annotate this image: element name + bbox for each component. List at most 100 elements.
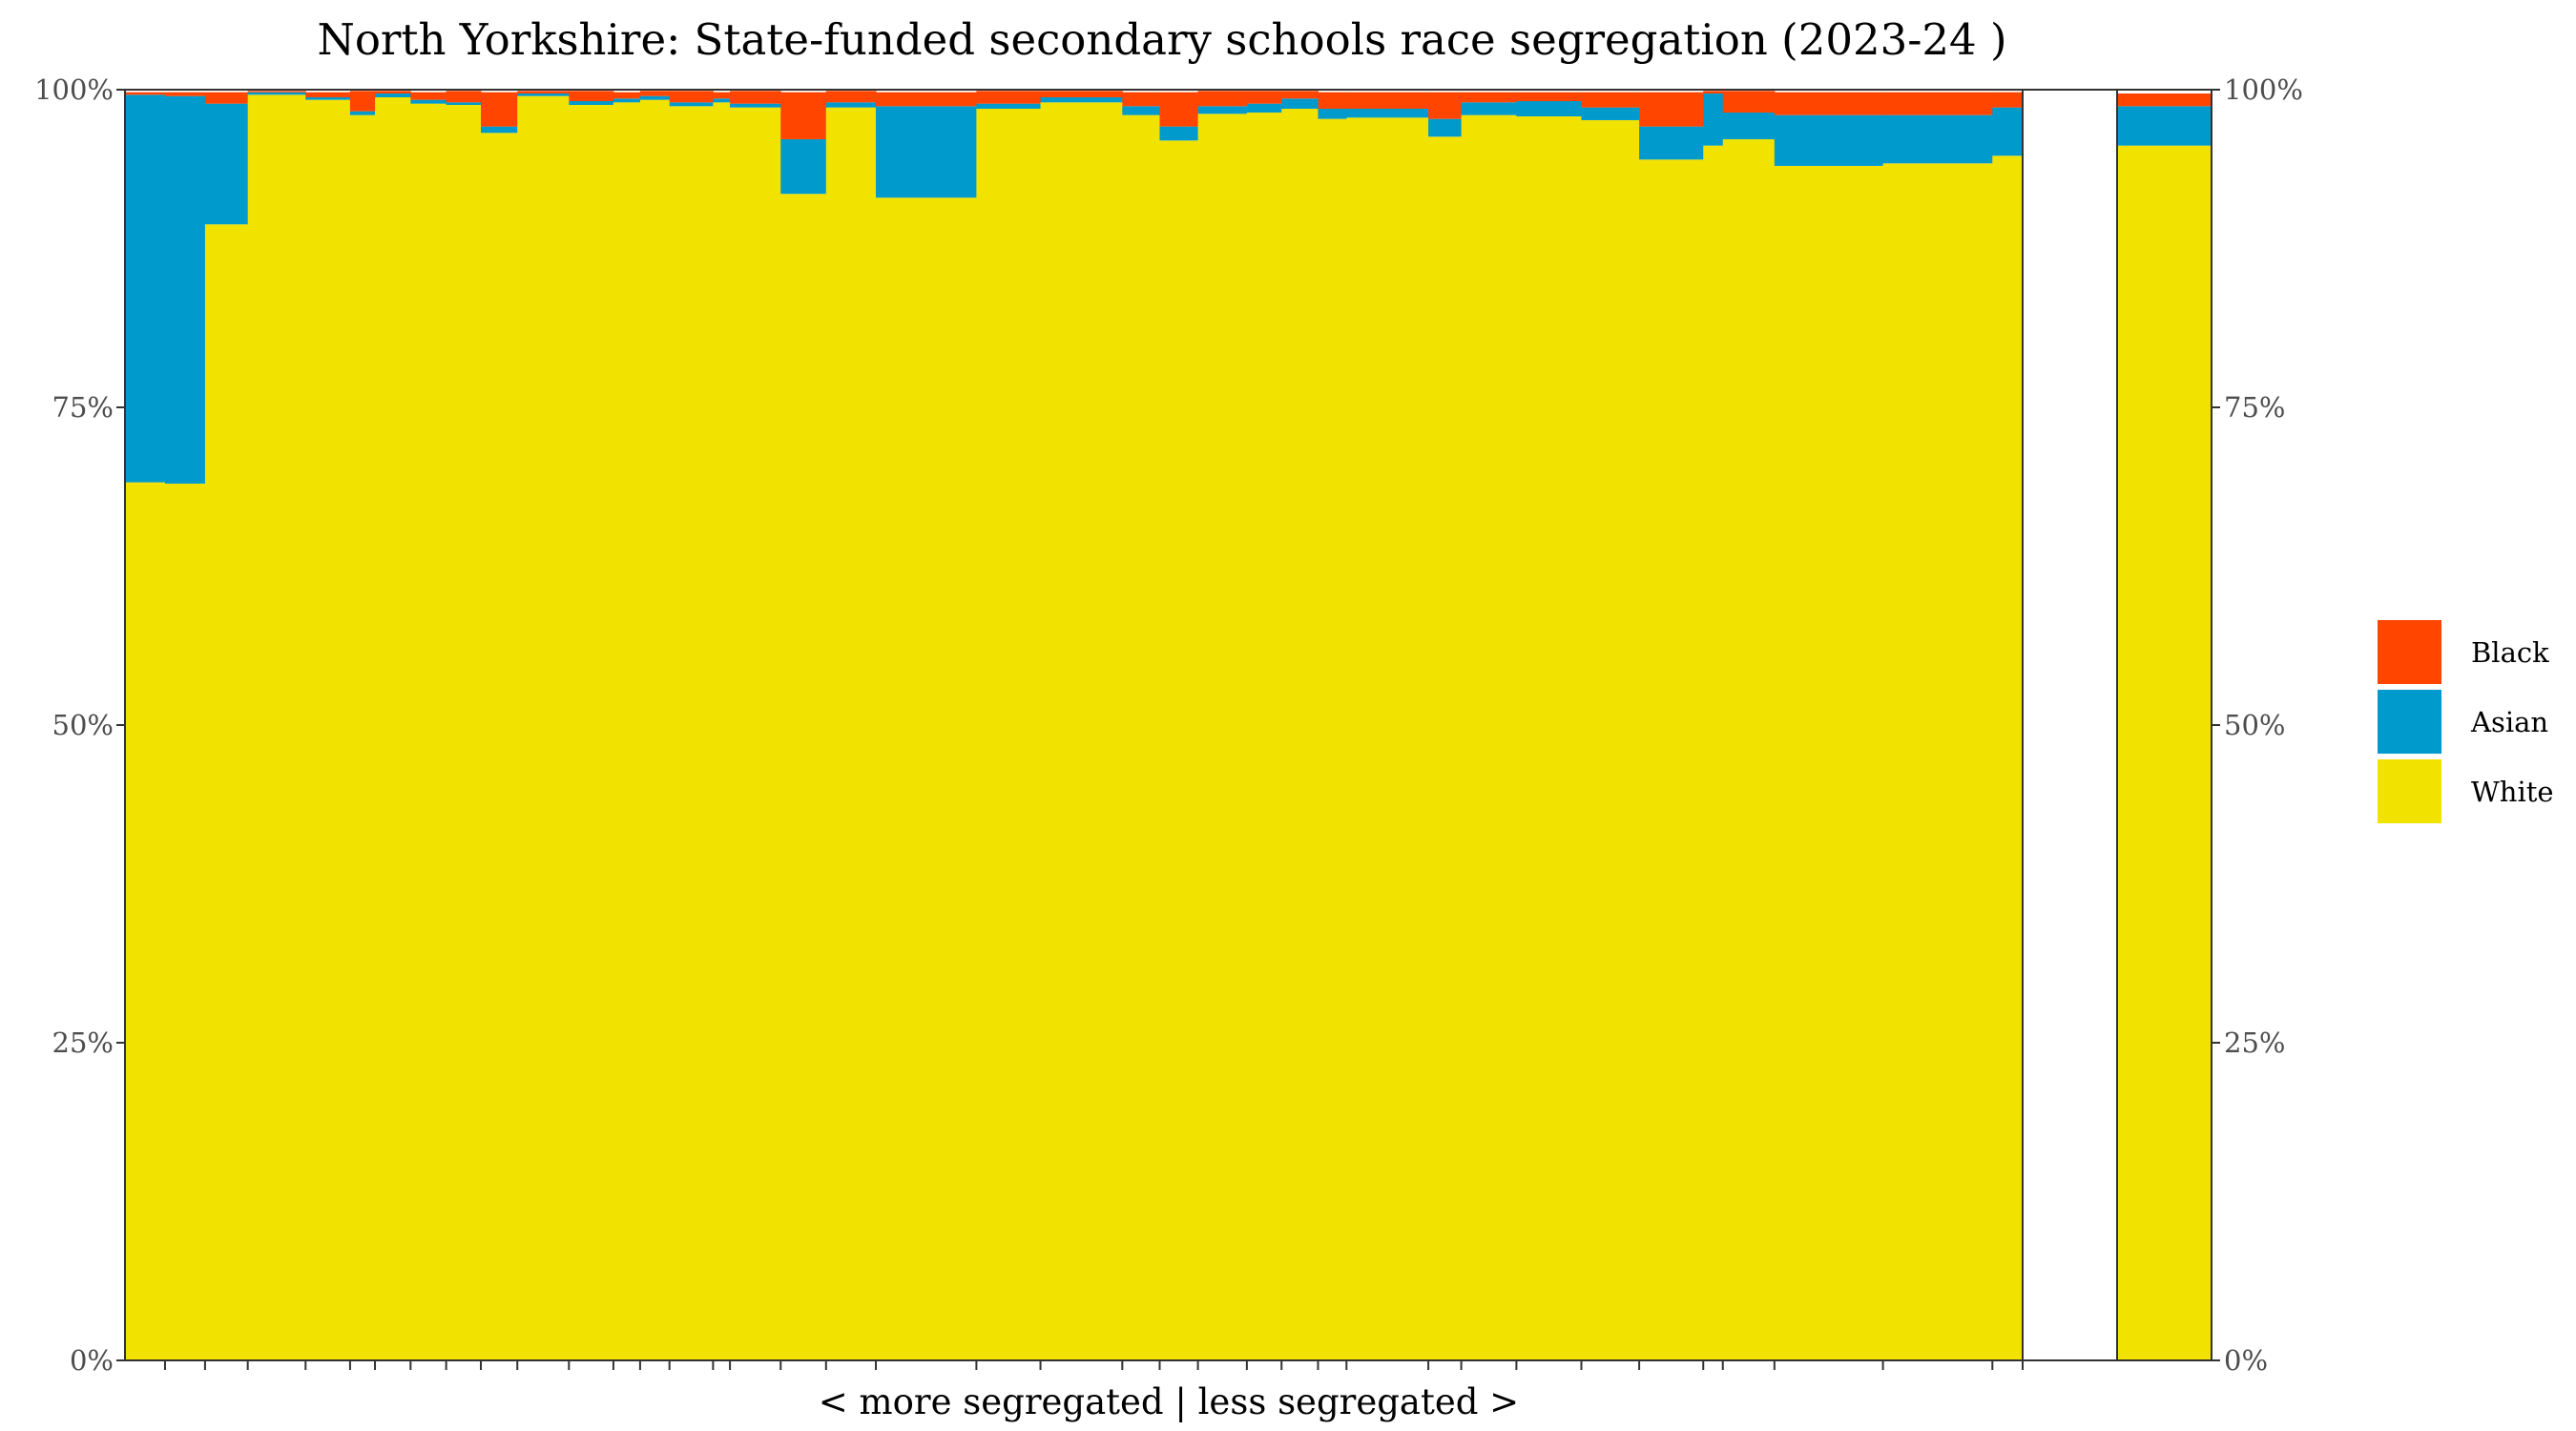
school-bar-white <box>669 106 714 1360</box>
school-bar-asian <box>569 100 614 105</box>
school-bar-asian <box>1122 106 1160 115</box>
school-bar-white <box>305 99 351 1360</box>
school-bar-black <box>1281 91 1319 99</box>
school-bar-black <box>713 92 731 99</box>
y-tick-label-right: 25% <box>2224 1027 2285 1059</box>
school-bar-asian <box>1346 108 1429 118</box>
school-bar-black <box>446 91 482 103</box>
school-bar-asian <box>1722 112 1776 139</box>
school-bar-white <box>375 96 411 1361</box>
school-bar-black <box>1461 92 1517 103</box>
y-tick-label-left: 75% <box>52 391 114 424</box>
school-bar-white <box>446 104 482 1360</box>
y-tick-label-left: 100% <box>34 73 114 106</box>
school-bar-asian <box>639 95 671 100</box>
school-bar-white <box>1516 115 1582 1360</box>
school-bar-asian <box>517 93 570 96</box>
school-bar-white <box>204 224 249 1360</box>
school-bar-asian <box>1882 114 1993 164</box>
overall-bar-black <box>2117 93 2212 107</box>
school-bar-black <box>204 92 249 104</box>
school-bar-black <box>1639 92 1704 127</box>
school-bar-black <box>480 92 518 127</box>
school-bar-black <box>410 92 447 100</box>
school-bar-white <box>480 133 518 1361</box>
school-bar-black <box>517 91 570 93</box>
school-bar-black <box>1197 91 1248 107</box>
school-bar-black <box>1581 92 1640 108</box>
school-bar-asian <box>375 93 411 97</box>
school-bar-white <box>349 114 376 1360</box>
school-bar-asian <box>410 99 447 104</box>
legend-label-asian: Asian <box>2470 706 2548 738</box>
x-axis-label: < more segregated | less segregated > <box>819 1381 1519 1422</box>
school-bar-white <box>780 194 827 1360</box>
school-bar-asian <box>1428 118 1463 137</box>
y-tick-label-right: 0% <box>2224 1344 2268 1377</box>
school-bar-asian <box>825 102 877 108</box>
school-bars <box>125 91 2024 1361</box>
school-bar-black <box>1346 92 1429 109</box>
school-bar-white <box>730 107 781 1361</box>
y-tick-label-right: 50% <box>2224 709 2285 741</box>
school-bar-white <box>1428 136 1463 1361</box>
school-bar-white <box>125 482 166 1360</box>
school-bar-asian <box>1581 107 1640 120</box>
school-bar-asian <box>1281 98 1319 109</box>
school-bar-asian <box>1159 126 1199 141</box>
school-bar-black <box>1159 92 1199 127</box>
school-bar-black <box>669 91 714 103</box>
school-bar-asian <box>1461 102 1517 115</box>
school-bar-white <box>1159 140 1199 1360</box>
legend-swatch-asian <box>2378 690 2441 754</box>
school-bar-white <box>1197 114 1248 1361</box>
school-bar-white <box>613 102 641 1361</box>
school-bar-white <box>1281 108 1319 1361</box>
school-bar-asian <box>1516 100 1582 116</box>
school-bar-white <box>825 107 877 1361</box>
school-bar-asian <box>1318 108 1347 119</box>
school-bar-black <box>164 92 206 96</box>
school-bar-white <box>247 94 306 1360</box>
school-bar-white <box>164 483 206 1360</box>
y-axis-left: 0% 25% 50% 75% 100% <box>34 73 125 1377</box>
school-bar-white <box>1246 112 1282 1361</box>
school-bar-black <box>876 92 977 107</box>
school-bar-white <box>1581 119 1640 1360</box>
x-axis-ticks <box>163 1360 2024 1370</box>
school-bar-black <box>1882 92 1993 115</box>
school-bar-black <box>976 91 1042 104</box>
school-bar-black <box>1318 92 1347 109</box>
legend-swatch-white <box>2378 759 2441 823</box>
school-bar-asian <box>1246 103 1282 113</box>
school-bar-white <box>1722 138 1776 1360</box>
school-bar-black <box>1703 91 1724 93</box>
school-bar-black <box>349 91 376 112</box>
school-bar-asian <box>976 103 1042 109</box>
y-tick-label-left: 0% <box>70 1344 114 1377</box>
school-bar-white <box>517 95 570 1360</box>
school-bar-black <box>780 92 827 139</box>
school-bar-white <box>1639 159 1704 1360</box>
school-bar-white <box>1774 165 1884 1360</box>
school-bar-black <box>1122 92 1160 107</box>
school-bar-asian <box>1197 106 1248 114</box>
y-tick-label-left: 50% <box>52 709 114 741</box>
school-bar-black <box>1722 91 1776 113</box>
school-bar-asian <box>247 92 306 95</box>
school-bar-asian <box>1774 114 1884 166</box>
y-axis-right: 0% 25% 50% 75% 100% <box>2212 73 2303 1377</box>
school-bar-white <box>639 99 671 1360</box>
school-bar-asian <box>349 111 376 115</box>
school-bar-asian <box>713 98 731 103</box>
school-bar-white <box>1040 102 1123 1361</box>
school-bar-white <box>1122 114 1160 1360</box>
school-bar-black <box>1774 92 1884 115</box>
school-bar-black <box>1428 92 1463 119</box>
school-bar-white <box>1346 117 1429 1361</box>
school-bar-black <box>825 91 877 103</box>
school-bar-black <box>305 92 351 97</box>
school-bar-asian <box>669 102 714 107</box>
school-bar-white <box>1461 114 1517 1360</box>
